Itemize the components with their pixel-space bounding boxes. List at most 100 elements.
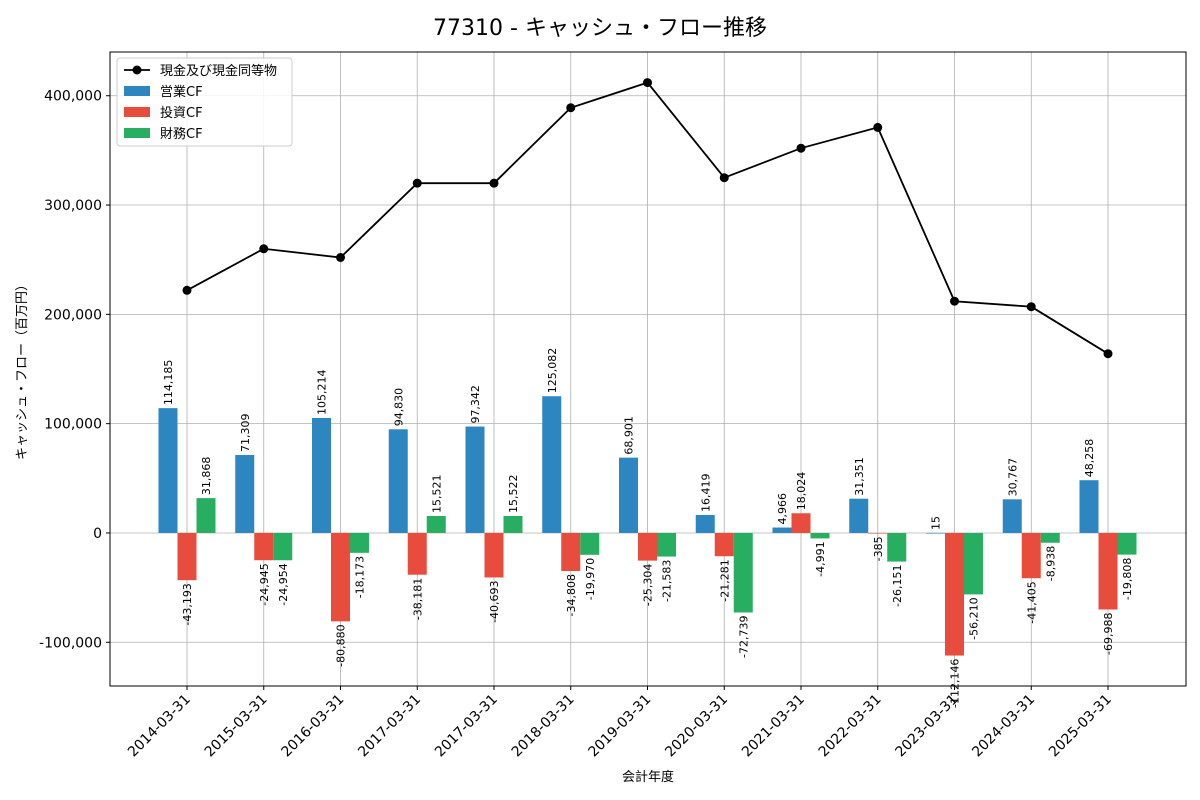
bar bbox=[235, 455, 255, 533]
y-tick-label: 200,000 bbox=[44, 307, 102, 323]
cash-line-point bbox=[412, 178, 422, 188]
cash-line bbox=[182, 78, 1113, 359]
data-label: -19,970 bbox=[584, 558, 597, 600]
bar bbox=[1117, 532, 1137, 555]
legend-label: 財務CF bbox=[160, 127, 203, 142]
legend-label: 投資CF bbox=[160, 105, 203, 121]
bar bbox=[638, 532, 657, 561]
data-label: -24,945 bbox=[258, 563, 271, 605]
x-tick-label: 2020-03-31 bbox=[662, 692, 731, 761]
y-axis-label: キャッシュ・フロー（百万円） bbox=[15, 278, 30, 460]
data-label: 15,522 bbox=[507, 474, 520, 513]
data-label: -43,193 bbox=[181, 583, 194, 625]
legend-box bbox=[116, 57, 293, 147]
bar bbox=[695, 515, 715, 533]
data-label: -21,281 bbox=[718, 559, 731, 601]
data-label: 15 bbox=[930, 516, 943, 530]
data-label: 4,966 bbox=[776, 493, 789, 525]
cash-line-point bbox=[566, 103, 576, 113]
bar bbox=[388, 429, 408, 533]
x-tick-label: 2016-03-31 bbox=[278, 692, 347, 761]
cash-line-point bbox=[336, 253, 345, 263]
cash-line-point bbox=[643, 78, 652, 88]
y-tick-label: 400,000 bbox=[44, 89, 102, 105]
data-label: -25,304 bbox=[642, 564, 655, 606]
bar bbox=[177, 532, 197, 581]
data-label: -4,991 bbox=[814, 541, 827, 576]
y-tick-label: 300,000 bbox=[44, 198, 102, 214]
bar bbox=[791, 513, 811, 533]
data-label: -21,583 bbox=[661, 560, 674, 602]
bar bbox=[254, 532, 274, 561]
x-tick-label: 2019-03-31 bbox=[585, 692, 654, 761]
data-label: -19,808 bbox=[1121, 558, 1134, 600]
data-label: -24,954 bbox=[277, 563, 290, 605]
bar bbox=[868, 532, 888, 534]
data-label: 125,082 bbox=[546, 348, 559, 394]
data-label: -38,181 bbox=[411, 578, 424, 620]
bar bbox=[849, 498, 869, 533]
x-axis-label: 会計年度 bbox=[622, 769, 674, 785]
data-label: -40,693 bbox=[488, 580, 501, 622]
data-label: -8,938 bbox=[1044, 546, 1057, 581]
cash-line-point bbox=[1103, 349, 1113, 359]
cash-line-point bbox=[719, 173, 729, 183]
x-tick-label: 2017-03-31 bbox=[432, 692, 501, 761]
chart-title: 77310 - キャッシュ・フロー推移 bbox=[433, 16, 767, 41]
data-labels: 114,185 71,309 105,214 94,830 97,342 125,082 6… bbox=[162, 348, 1134, 708]
bar bbox=[1079, 480, 1099, 533]
data-label: -72,739 bbox=[737, 615, 750, 657]
data-label: 105,214 bbox=[316, 369, 329, 415]
x-tick-label: 2021-03-31 bbox=[739, 692, 808, 761]
data-label: 114,185 bbox=[162, 360, 175, 406]
legend-label: 営業CF bbox=[160, 84, 203, 100]
y-tick-label: 0 bbox=[93, 526, 102, 542]
bar bbox=[619, 457, 638, 533]
cash-line-point bbox=[489, 178, 499, 188]
cash-line-point bbox=[950, 296, 959, 306]
data-label: 31,351 bbox=[853, 457, 866, 496]
data-label: 31,868 bbox=[200, 457, 213, 496]
bar bbox=[158, 408, 178, 533]
bar bbox=[964, 532, 983, 595]
data-label: -112,146 bbox=[949, 659, 962, 708]
bar bbox=[273, 532, 293, 561]
bar bbox=[945, 532, 964, 656]
data-label: -34,808 bbox=[565, 574, 578, 616]
legend-label: 現金及び現金同等物 bbox=[160, 63, 277, 79]
x-tick-label: 2025-03-31 bbox=[1046, 692, 1115, 761]
data-label: 48,258 bbox=[1083, 439, 1096, 478]
bar bbox=[580, 532, 600, 555]
bar bbox=[1021, 532, 1041, 579]
y-tick-label: -100,000 bbox=[39, 635, 102, 651]
data-label: 30,767 bbox=[1006, 458, 1019, 497]
bar bbox=[196, 498, 216, 533]
x-tick-label: 2014-03-31 bbox=[125, 692, 194, 761]
bar bbox=[561, 532, 581, 572]
data-label: -80,880 bbox=[335, 624, 348, 666]
bar bbox=[426, 515, 446, 533]
x-tick-label: 2015-03-31 bbox=[202, 692, 271, 761]
bar bbox=[312, 417, 331, 533]
x-tick-label: 2017-03-31 bbox=[355, 692, 424, 761]
bars bbox=[158, 396, 1137, 656]
bar bbox=[810, 532, 830, 539]
data-label: -56,210 bbox=[968, 597, 981, 639]
data-label: 68,901 bbox=[623, 416, 636, 455]
data-label: 97,342 bbox=[469, 385, 482, 424]
bar bbox=[772, 527, 792, 533]
bar bbox=[484, 532, 504, 578]
data-label: -385 bbox=[872, 536, 885, 561]
data-label: 18,024 bbox=[795, 472, 808, 511]
legend-swatch bbox=[124, 128, 150, 138]
data-label: -69,988 bbox=[1102, 612, 1115, 654]
bar bbox=[733, 532, 753, 613]
cash-line-point bbox=[796, 143, 806, 153]
bar bbox=[1040, 532, 1060, 543]
legend-swatch bbox=[124, 107, 150, 117]
cash-line-point bbox=[1026, 302, 1036, 312]
x-tick-label: 2023-03-31 bbox=[892, 692, 961, 761]
bar bbox=[350, 532, 369, 553]
